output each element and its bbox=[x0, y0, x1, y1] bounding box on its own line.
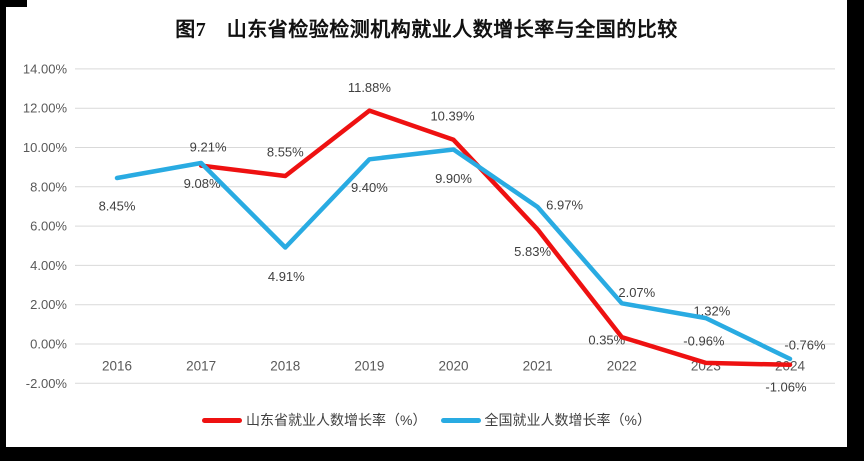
legend-item-national: 全国就业人数增长率（%） bbox=[440, 410, 651, 430]
y-axis-tick-label: 0.00% bbox=[30, 337, 67, 352]
data-label: -0.76% bbox=[784, 337, 826, 352]
y-axis-tick-label: 4.00% bbox=[30, 258, 67, 273]
shandong-series-line bbox=[198, 108, 793, 368]
data-label: 0.35% bbox=[588, 333, 625, 348]
x-axis-label: 2020 bbox=[438, 359, 468, 374]
y-axis-tick-label: 10.00% bbox=[23, 140, 68, 155]
legend-item-shandong: 山东省就业人数增长率（%） bbox=[202, 410, 427, 430]
national-series-line bbox=[114, 147, 793, 362]
x-axis-label: 2021 bbox=[523, 359, 553, 374]
y-axis-tick-label: 2.00% bbox=[30, 297, 67, 312]
y-axis-tick-label: -2.00% bbox=[26, 376, 68, 391]
y-axis-tick-label: 8.00% bbox=[30, 179, 67, 194]
data-label: 9.40% bbox=[351, 180, 388, 195]
y-axis-tick-label: 14.00% bbox=[23, 61, 68, 76]
data-label: 10.39% bbox=[430, 108, 475, 123]
screen-bezel-left bbox=[0, 0, 6, 461]
y-axis-tick-label: 6.00% bbox=[30, 219, 67, 234]
data-label: -0.96% bbox=[683, 333, 725, 348]
chart-legend: 山东省就业人数增长率（%） 全国就业人数增长率（%） bbox=[6, 409, 847, 431]
x-axis-label: 2019 bbox=[354, 359, 384, 374]
shandong-line-swatch-icon bbox=[202, 417, 243, 423]
data-label: 1.32% bbox=[693, 304, 730, 319]
legend-label-national: 全国就业人数增长率（%） bbox=[484, 412, 651, 428]
data-label: 6.97% bbox=[546, 198, 583, 213]
screen-bezel-top-left bbox=[0, 0, 27, 7]
data-label: 11.88% bbox=[348, 80, 392, 95]
screen-bezel-bottom bbox=[0, 447, 864, 461]
x-axis-label: 2018 bbox=[270, 359, 300, 374]
national-line-swatch-icon bbox=[440, 417, 481, 423]
legend-label-shandong: 山东省就业人数增长率（%） bbox=[246, 412, 427, 428]
data-label: 4.91% bbox=[268, 269, 305, 284]
x-axis-label: 2017 bbox=[186, 359, 216, 374]
data-label: 8.45% bbox=[99, 199, 136, 214]
screen-bezel-right bbox=[847, 0, 864, 461]
data-label: 9.08% bbox=[184, 176, 221, 191]
data-label: 2.07% bbox=[618, 285, 655, 300]
chart-title: 图7 山东省检验检测机构就业人数增长率与全国的比较 bbox=[175, 19, 678, 41]
x-axis-label: 2022 bbox=[607, 359, 637, 374]
data-label: -1.06% bbox=[765, 379, 807, 394]
data-label: 8.55% bbox=[267, 145, 304, 160]
y-axis-tick-label: 12.00% bbox=[23, 101, 68, 116]
data-label: 5.83% bbox=[514, 244, 551, 259]
data-label: 9.21% bbox=[190, 140, 227, 155]
data-label: 9.90% bbox=[435, 171, 472, 186]
x-axis-label: 2016 bbox=[102, 359, 132, 374]
